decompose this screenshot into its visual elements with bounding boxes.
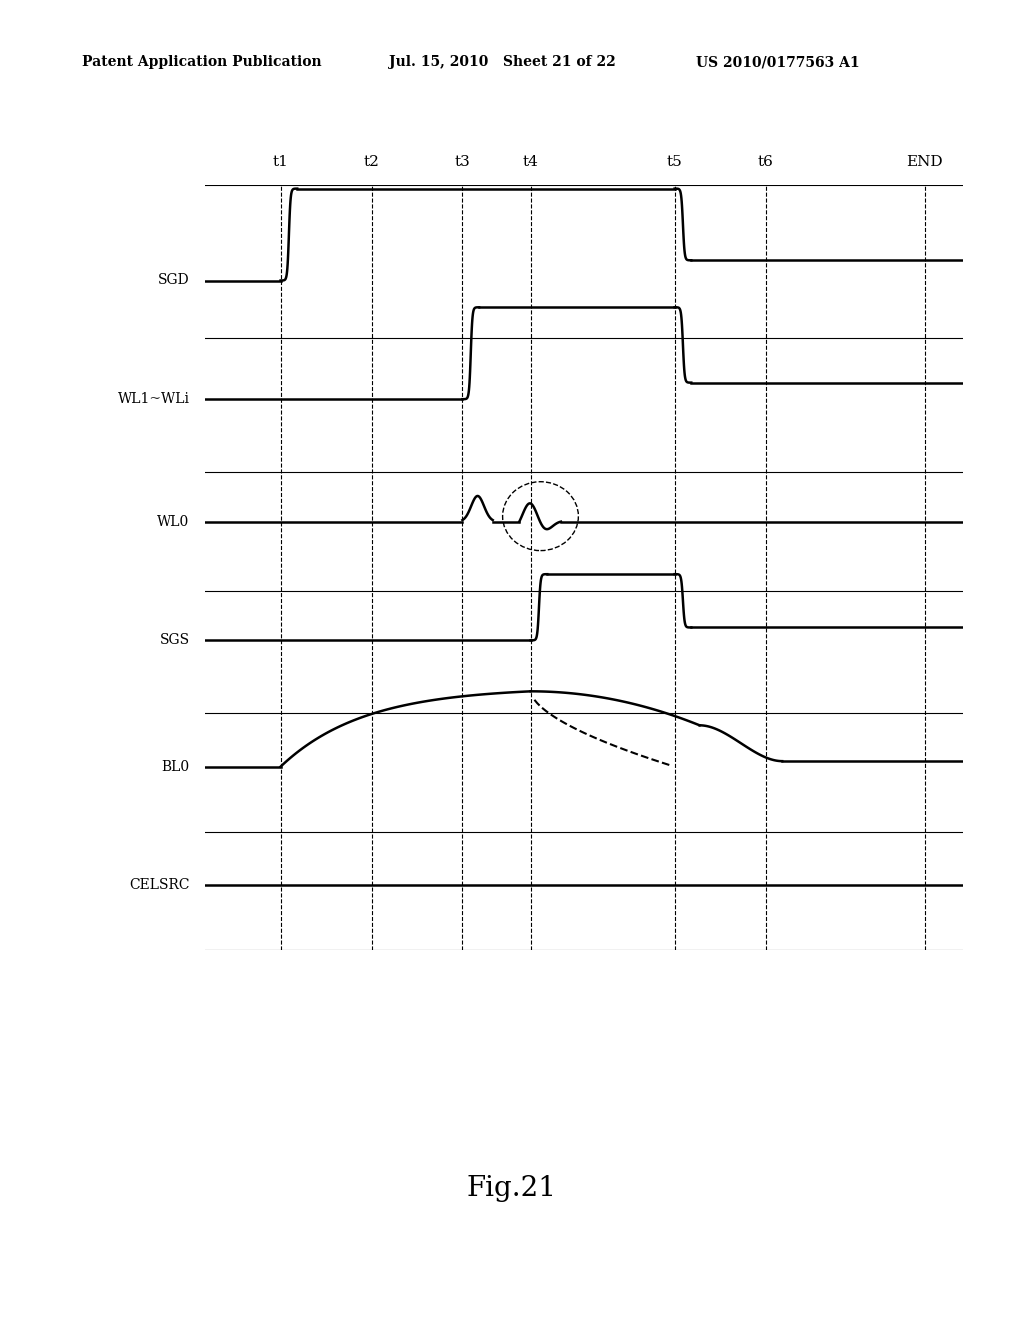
Text: SGD: SGD: [158, 273, 189, 288]
Text: CELSRC: CELSRC: [129, 878, 189, 892]
Text: t5: t5: [667, 156, 682, 169]
Text: WL0: WL0: [158, 515, 189, 529]
Text: t4: t4: [522, 156, 539, 169]
Text: t3: t3: [455, 156, 470, 169]
Text: Patent Application Publication: Patent Application Publication: [82, 55, 322, 70]
Text: US 2010/0177563 A1: US 2010/0177563 A1: [696, 55, 860, 70]
Text: Jul. 15, 2010   Sheet 21 of 22: Jul. 15, 2010 Sheet 21 of 22: [389, 55, 615, 70]
Text: t6: t6: [758, 156, 773, 169]
Text: END: END: [906, 156, 943, 169]
Text: t2: t2: [364, 156, 380, 169]
Text: t1: t1: [272, 156, 289, 169]
Text: WL1~WLi: WL1~WLi: [118, 392, 189, 407]
Text: SGS: SGS: [160, 634, 189, 647]
Text: BL0: BL0: [162, 759, 189, 774]
Text: Fig.21: Fig.21: [467, 1175, 557, 1201]
